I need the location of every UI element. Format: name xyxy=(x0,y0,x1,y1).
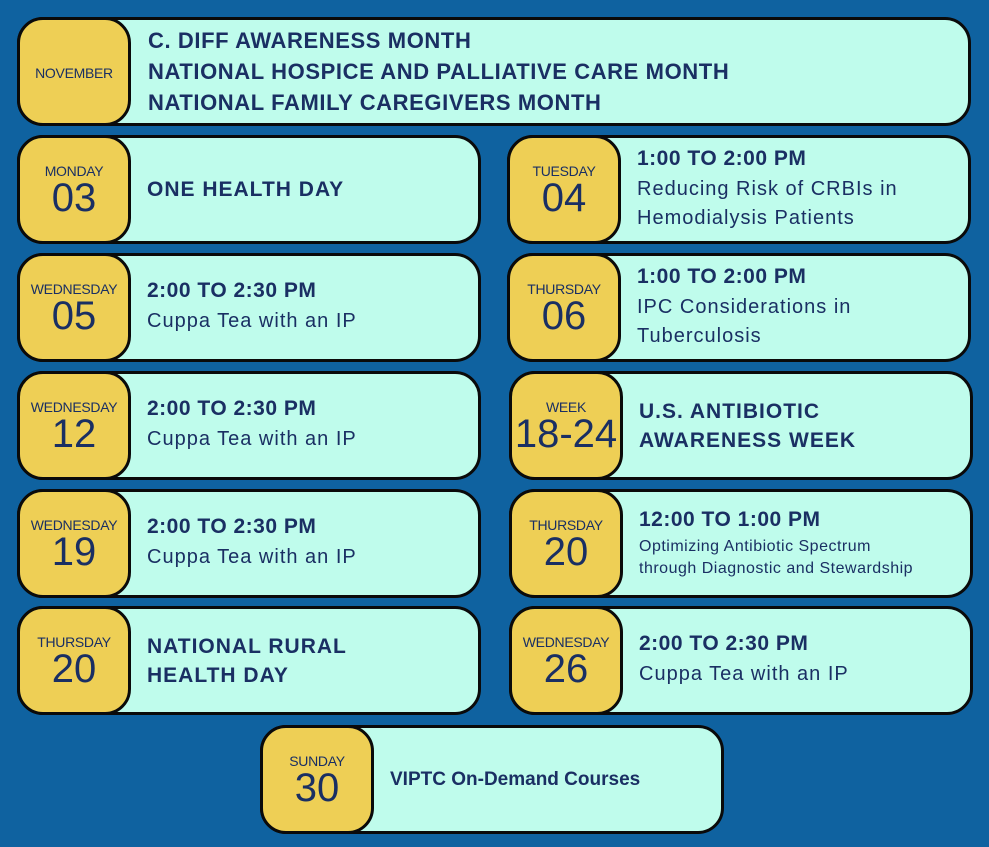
date-badge: THURSDAY 20 xyxy=(509,489,623,598)
date-badge: WEDNESDAY 05 xyxy=(17,253,131,362)
event-desc-line-1: Reducing Risk of CRBIs in xyxy=(637,177,898,200)
date-badge: WEDNESDAY 26 xyxy=(509,606,623,715)
date-badge: THURSDAY 06 xyxy=(507,253,621,362)
event-desc: Cuppa Tea with an IP xyxy=(639,663,849,685)
observance-1: C. DIFF AWARENESS MONTH xyxy=(148,28,472,53)
date-badge: THURSDAY 20 xyxy=(17,606,131,715)
event-card-nov-03: MONDAY 03 ONE HEALTH DAY xyxy=(17,135,481,244)
event-card-nov-05: WEDNESDAY 05 2:00 TO 2:30 PM Cuppa Tea w… xyxy=(17,253,481,362)
event-desc-line-2: through Diagnostic and Stewardship xyxy=(639,559,914,577)
day-of-week: WEDNESDAY xyxy=(30,398,118,415)
event-card-nov-12: WEDNESDAY 12 2:00 TO 2:30 PM Cuppa Tea w… xyxy=(17,371,481,480)
day-number: 20 xyxy=(51,646,97,691)
day-number: 12 xyxy=(51,411,97,456)
month-label: NOVEMBER xyxy=(35,64,113,81)
date-badge: MONDAY 03 xyxy=(17,135,131,244)
day-of-week: MONDAY xyxy=(44,162,104,179)
event-card-nov-19: WEDNESDAY 19 2:00 TO 2:30 PM Cuppa Tea w… xyxy=(17,489,481,598)
event-card-nov-20-webinar: THURSDAY 20 12:00 TO 1:00 PM Optimizing … xyxy=(509,489,973,598)
month-badge: NOVEMBER xyxy=(17,17,131,126)
day-of-week: THURSDAY xyxy=(527,280,601,297)
event-time: 1:00 TO 2:00 PM xyxy=(637,146,807,170)
event-desc-line-2: Tuberculosis xyxy=(637,324,762,347)
date-badge: WEDNESDAY 19 xyxy=(17,489,131,598)
event-title-line-1: U.S. ANTIBIOTIC xyxy=(639,399,821,423)
event-card-week-18-24: WEEK 18-24 U.S. ANTIBIOTIC AWARENESS WEE… xyxy=(509,371,973,480)
date-badge: WEDNESDAY 12 xyxy=(17,371,131,480)
event-desc: Cuppa Tea with an IP xyxy=(147,428,357,450)
event-time: 2:00 TO 2:30 PM xyxy=(639,632,809,655)
event-time: 2:00 TO 2:30 PM xyxy=(147,397,317,420)
date-badge: WEEK 18-24 xyxy=(509,371,623,480)
date-badge: SUNDAY 30 xyxy=(260,725,374,834)
day-of-week: WEDNESDAY xyxy=(30,516,118,533)
event-title: ONE HEALTH DAY xyxy=(147,178,345,201)
observance-3: NATIONAL FAMILY CAREGIVERS MONTH xyxy=(148,90,602,115)
event-desc-line-1: Optimizing Antibiotic Spectrum xyxy=(639,537,871,555)
day-number: 06 xyxy=(541,293,587,338)
day-number: 30 xyxy=(294,765,340,810)
date-badge: TUESDAY 04 xyxy=(507,135,621,244)
day-of-week: WEDNESDAY xyxy=(522,633,610,650)
event-time: 12:00 TO 1:00 PM xyxy=(639,507,821,531)
event-card-nov-06: THURSDAY 06 1:00 TO 2:00 PM IPC Consider… xyxy=(507,253,971,362)
week-range: 18-24 xyxy=(514,411,618,456)
day-of-week: WEDNESDAY xyxy=(30,280,118,297)
day-number: 19 xyxy=(51,529,97,574)
event-card-nov-04: TUESDAY 04 1:00 TO 2:00 PM Reducing Risk… xyxy=(507,135,971,244)
day-of-week: THURSDAY xyxy=(37,633,111,650)
day-number: 26 xyxy=(543,646,589,691)
event-card-nov-30: SUNDAY 30 VIPTC On-Demand Courses xyxy=(260,725,724,834)
observance-2: NATIONAL HOSPICE AND PALLIATIVE CARE MON… xyxy=(148,59,730,84)
day-number: 04 xyxy=(541,175,587,220)
event-desc-line-1: IPC Considerations in xyxy=(637,295,852,318)
month-observances-card: NOVEMBER C. DIFF AWARENESS MONTH NATIONA… xyxy=(17,17,971,126)
day-number: 05 xyxy=(51,293,97,338)
week-label: WEEK xyxy=(545,398,587,415)
event-title: VIPTC On-Demand Courses xyxy=(390,768,641,790)
event-time: 2:00 TO 2:30 PM xyxy=(147,515,317,538)
event-time: 2:00 TO 2:30 PM xyxy=(147,279,317,302)
day-of-week: THURSDAY xyxy=(529,516,603,533)
day-number: 20 xyxy=(543,529,589,574)
event-desc-line-2: Hemodialysis Patients xyxy=(637,206,855,229)
event-card-nov-20-rural: THURSDAY 20 NATIONAL RURAL HEALTH DAY xyxy=(17,606,481,715)
day-of-week: TUESDAY xyxy=(532,162,596,179)
event-title-line-1: NATIONAL RURAL xyxy=(147,634,347,658)
event-title-line-2: HEALTH DAY xyxy=(147,663,289,687)
event-desc: Cuppa Tea with an IP xyxy=(147,310,357,332)
day-number: 03 xyxy=(51,175,97,220)
event-card-nov-26: WEDNESDAY 26 2:00 TO 2:30 PM Cuppa Tea w… xyxy=(509,606,973,715)
day-of-week: SUNDAY xyxy=(289,752,345,769)
event-time: 1:00 TO 2:00 PM xyxy=(637,264,807,288)
event-title-line-2: AWARENESS WEEK xyxy=(639,428,857,452)
event-desc: Cuppa Tea with an IP xyxy=(147,546,357,568)
